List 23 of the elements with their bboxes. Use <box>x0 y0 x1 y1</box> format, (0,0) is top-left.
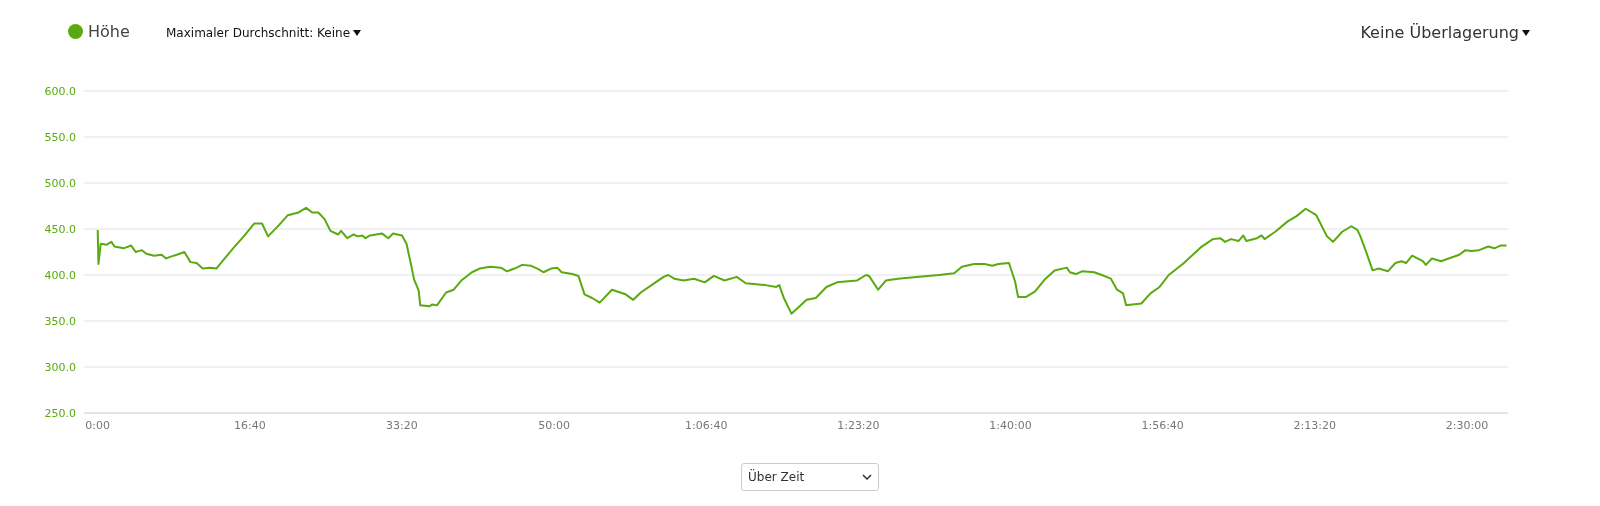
y-tick-label: 350.0 <box>44 314 76 328</box>
x-tick-label: 16:40 <box>233 418 266 432</box>
y-tick-label: 250.0 <box>44 406 76 420</box>
x-tick-label: 1:23:20 <box>837 418 880 432</box>
legend-label: Höhe <box>88 22 130 41</box>
y-tick-label: 400.0 <box>44 268 76 282</box>
text: Keine Überlagerung <box>1360 23 1519 42</box>
x-tick-label: 1:40:00 <box>989 418 1032 432</box>
x-tick-label: 2:13:20 <box>1293 418 1336 432</box>
y-tick-label: 450.0 <box>44 222 76 236</box>
line-series <box>96 206 1508 315</box>
x-tick-label: 33:20 <box>386 418 418 432</box>
y-tick-label: 300.0 <box>44 360 76 374</box>
x-tick-label: 50:00 <box>538 418 570 432</box>
y-tick-label: 500.0 <box>44 176 76 190</box>
dropdown-field: Über Zeit <box>741 463 879 491</box>
x-tick-label: 2:30:00 <box>1445 418 1489 432</box>
x-tick-label: 0:00 <box>85 418 111 432</box>
x-tick-label: 1:06:40 <box>685 418 728 432</box>
y-tick-label: 550.0 <box>44 130 76 144</box>
x-tick-label: 1:56:40 <box>1141 418 1184 432</box>
text: Maximaler Durchschnitt: Keine <box>166 26 351 40</box>
y-tick-label: 600.0 <box>44 84 76 98</box>
